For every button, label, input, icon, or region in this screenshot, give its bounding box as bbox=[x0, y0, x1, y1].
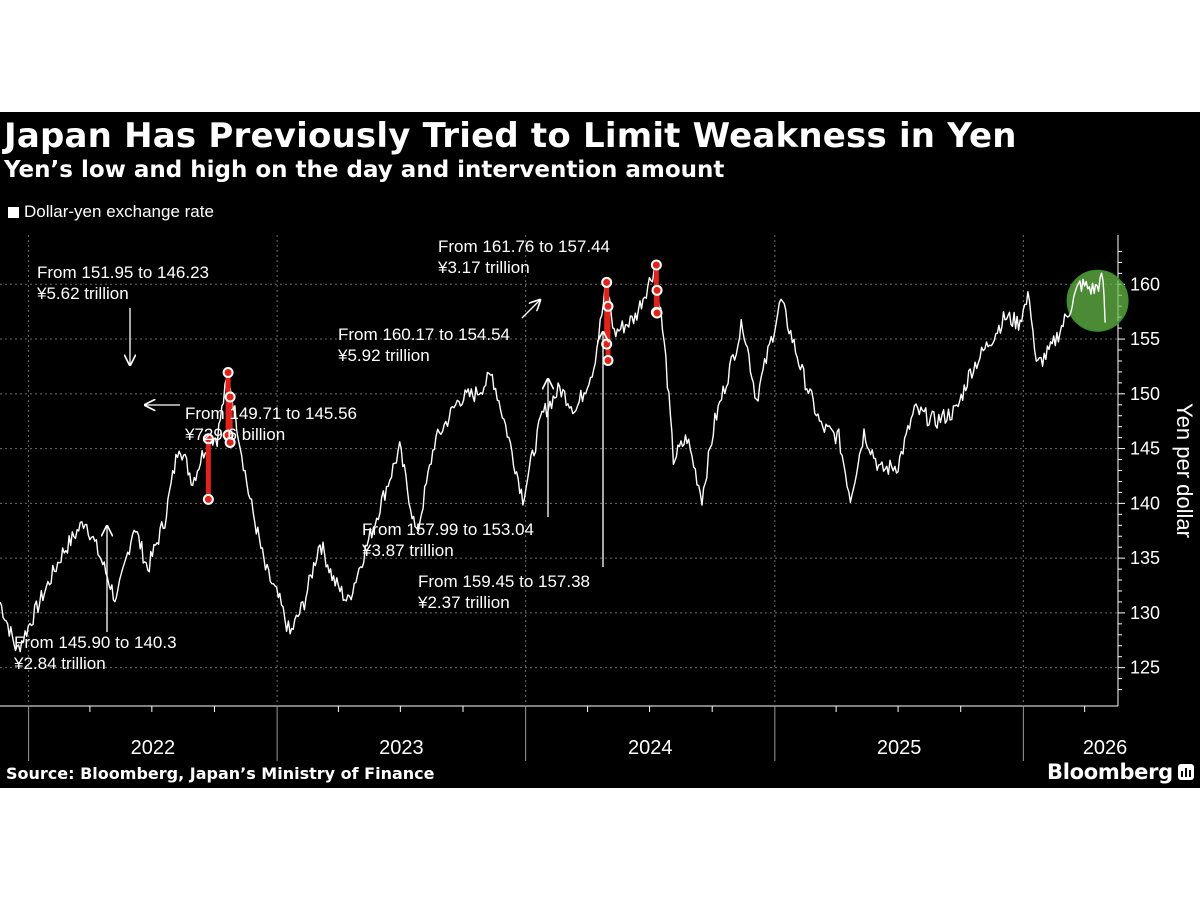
intervention-marker bbox=[202, 433, 214, 445]
intervention-marker bbox=[651, 307, 663, 319]
annotation-text: From 145.90 to 140.3 bbox=[14, 633, 177, 652]
chart-panel bbox=[0, 112, 1200, 788]
annotation-amount: ¥5.92 trillion bbox=[337, 346, 430, 365]
y-tick-label: 125 bbox=[1130, 658, 1160, 678]
intervention-marker bbox=[202, 493, 214, 505]
annotation-amount: ¥2.84 trillion bbox=[13, 654, 106, 673]
annotation-amount: ¥5.62 trillion bbox=[36, 284, 129, 303]
legend-swatch bbox=[8, 207, 19, 218]
intervention-marker bbox=[601, 276, 613, 288]
annotation-text: From 161.76 to 157.44 bbox=[438, 237, 610, 256]
intervention-marker bbox=[224, 391, 236, 403]
x-tick-label: 2023 bbox=[379, 737, 424, 759]
highlight-circle bbox=[1066, 269, 1129, 332]
y-axis-label: Yen per dollar bbox=[1172, 403, 1197, 538]
annotation-amount: ¥3.87 trillion bbox=[361, 541, 454, 560]
y-tick-label: 135 bbox=[1130, 548, 1160, 568]
legend-label: Dollar-yen exchange rate bbox=[24, 202, 214, 221]
annotation-text: From 151.95 to 146.23 bbox=[37, 263, 209, 282]
annotation-text: From 159.45 to 157.38 bbox=[418, 572, 590, 591]
intervention-marker bbox=[222, 366, 234, 378]
y-tick-label: 150 bbox=[1130, 384, 1160, 404]
y-tick-label: 140 bbox=[1130, 493, 1160, 513]
annotation-amount: ¥2.37 trillion bbox=[417, 593, 510, 612]
legend: Dollar-yen exchange rate bbox=[8, 202, 214, 222]
y-tick-label: 145 bbox=[1130, 439, 1160, 459]
x-tick-label: 2026 bbox=[1083, 737, 1128, 759]
intervention-marker bbox=[602, 300, 614, 312]
intervention-marker bbox=[602, 355, 614, 367]
annotation-text: From 157.99 to 153.04 bbox=[362, 520, 534, 539]
source-note: Source: Bloomberg, Japan’s Ministry of F… bbox=[6, 764, 435, 783]
intervention-marker bbox=[224, 436, 236, 448]
y-tick-label: 130 bbox=[1130, 603, 1160, 623]
annotation-amount: ¥3.17 trillion bbox=[437, 258, 530, 277]
annotation-text: From 160.17 to 154.54 bbox=[338, 325, 510, 344]
annotation-arrow bbox=[521, 300, 540, 319]
brand-logo: Bloomberg bbox=[1047, 760, 1173, 784]
x-tick-label: 2024 bbox=[628, 737, 673, 759]
y-tick-label: 155 bbox=[1130, 329, 1160, 349]
chart-subtitle: Yen’s low and high on the day and interv… bbox=[4, 157, 725, 183]
y-tick-label: 160 bbox=[1130, 274, 1160, 294]
x-tick-label: 2025 bbox=[877, 737, 922, 759]
series-line bbox=[0, 266, 1106, 653]
chart-area: 125 130 135 140 145 150 155 160 2022 2023 2024 2025… bbox=[0, 235, 1197, 761]
bloomberg-icon bbox=[1178, 764, 1194, 780]
annotation-text: From 149.71 to 145.56 bbox=[185, 404, 357, 423]
annotation-amount: ¥729.6 billion bbox=[184, 425, 285, 444]
x-tick-label: 2022 bbox=[131, 737, 176, 759]
intervention-marker bbox=[651, 284, 663, 296]
intervention-marker bbox=[650, 259, 662, 271]
chart-title: Japan Has Previously Tried to Limit Weak… bbox=[4, 116, 1017, 156]
